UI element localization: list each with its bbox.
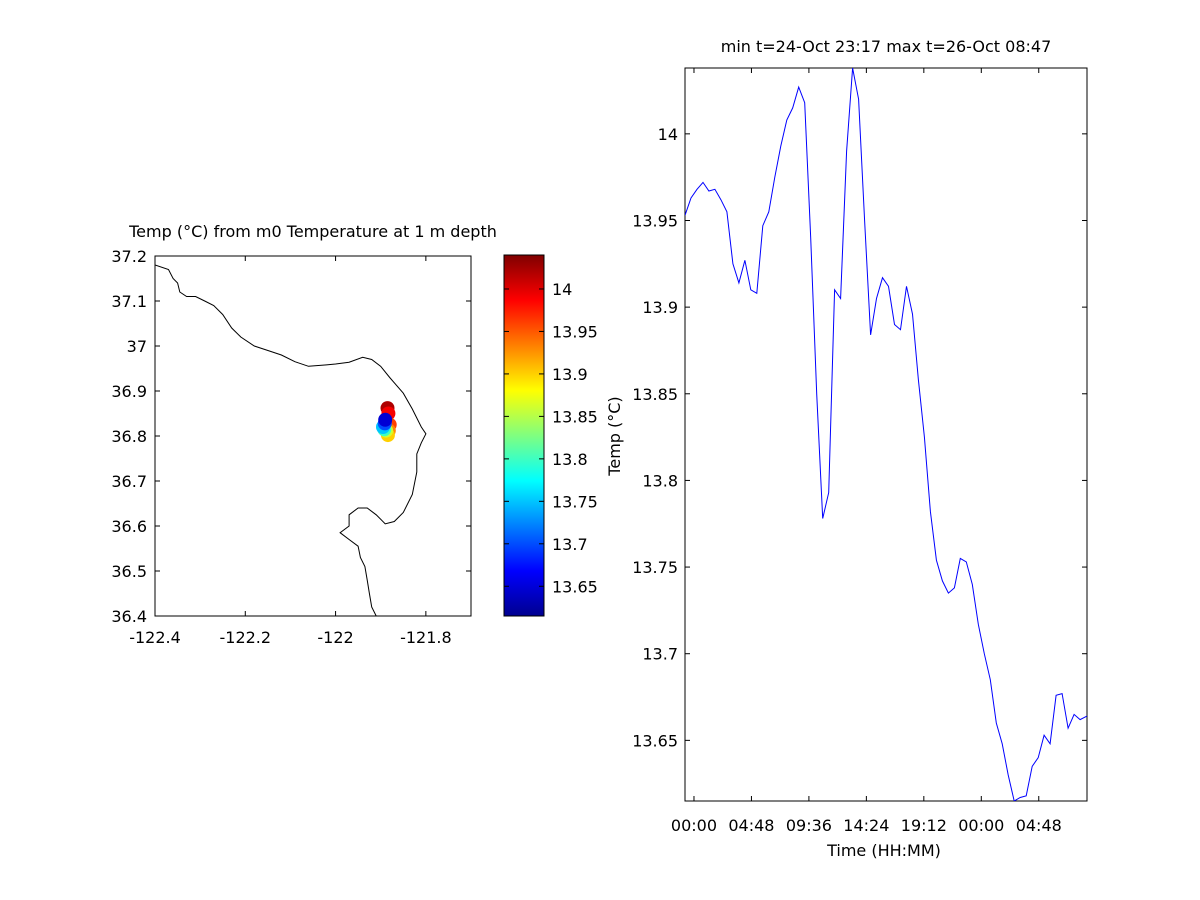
map-point-9 (378, 412, 393, 427)
colorbar-tick-label: 13.95 (552, 322, 598, 341)
line-title: min t=24-Oct 23:17 max t=26-Oct 08:47 (721, 37, 1052, 56)
line-y-tick-label: 13.9 (642, 298, 678, 317)
line-y-tick-label: 13.8 (642, 471, 678, 490)
colorbar-ticks: 14 13.95 13.9 13.85 13.8 13.75 13.7 13.65 (504, 280, 598, 596)
colorbar-gradient (503, 254, 545, 617)
colorbar-tick-label: 13.75 (552, 492, 598, 511)
map-y-tick-label: 36.4 (111, 607, 147, 626)
colorbar-tick-label: 13.8 (552, 450, 588, 469)
map-y-ticks: 37.2 37.1 37 36.9 36.8 36.7 36.6 36.5 36.4 (111, 247, 471, 626)
line-x-tick-label: 19:12 (901, 816, 947, 835)
line-y-tick-label: 13.95 (632, 211, 678, 230)
colorbar: 14 13.95 13.9 13.85 13.8 13.75 13.7 13.65 Temp … (503, 254, 624, 617)
colorbar-tick-label: 14 (552, 280, 572, 299)
line-y-tick-label: 13.85 (632, 385, 678, 404)
line-x-tick-label: 00:00 (671, 816, 717, 835)
colorbar-tick-label: 13.85 (552, 407, 598, 426)
line-x-tick-label: 14:24 (843, 816, 889, 835)
map-axes-box (154, 255, 472, 617)
colorbar-tick-label: 13.9 (552, 365, 588, 384)
temperature-series-line (685, 68, 1087, 801)
line-x-label: Time (HH:MM) (826, 841, 941, 860)
line-x-tick-label: 04:48 (1016, 816, 1062, 835)
map-y-tick-label: 36.9 (111, 382, 147, 401)
map-x-ticks: -122.4 -122.2 -122 -121.8 (129, 256, 452, 647)
line-x-ticks: 00:00 04:48 09:36 14:24 19:12 00:00 04:48 (671, 68, 1062, 835)
line-y-tick-label: 14 (658, 125, 678, 144)
line-y-ticks: 14 13.95 13.9 13.85 13.8 13.75 13.7 13.65 (632, 125, 1087, 750)
map-x-tick-label: -122 (317, 628, 353, 647)
line-y-tick-label: 13.75 (632, 558, 678, 577)
line-panel: min t=24-Oct 23:17 max t=26-Oct 08:47 00… (632, 37, 1088, 860)
coastline (155, 264, 427, 616)
map-y-tick-label: 37.1 (111, 292, 147, 311)
map-points (376, 401, 397, 443)
line-y-tick-label: 13.7 (642, 645, 678, 664)
map-title: Temp (°C) from m0 Temperature at 1 m dep… (128, 222, 497, 241)
map-y-tick-label: 36.6 (111, 517, 147, 536)
map-panel: Temp (°C) from m0 Temperature at 1 m dep… (111, 222, 497, 647)
line-x-tick-label: 04:48 (728, 816, 774, 835)
colorbar-tick-label: 13.7 (552, 535, 588, 554)
map-y-tick-label: 36.7 (111, 472, 147, 491)
map-y-tick-label: 37.2 (111, 247, 147, 266)
colorbar-label: Temp (°C) (605, 396, 624, 476)
line-x-tick-label: 00:00 (958, 816, 1004, 835)
map-y-tick-label: 37 (127, 337, 147, 356)
line-x-tick-label: 09:36 (786, 816, 832, 835)
map-x-tick-label: -122.2 (219, 628, 271, 647)
map-x-tick-label: -122.4 (129, 628, 181, 647)
map-x-tick-label: -121.8 (400, 628, 452, 647)
map-y-tick-label: 36.8 (111, 427, 147, 446)
line-axes-box (684, 67, 1088, 802)
line-y-tick-label: 13.65 (632, 731, 678, 750)
map-y-tick-label: 36.5 (111, 562, 147, 581)
colorbar-tick-label: 13.65 (552, 577, 598, 596)
